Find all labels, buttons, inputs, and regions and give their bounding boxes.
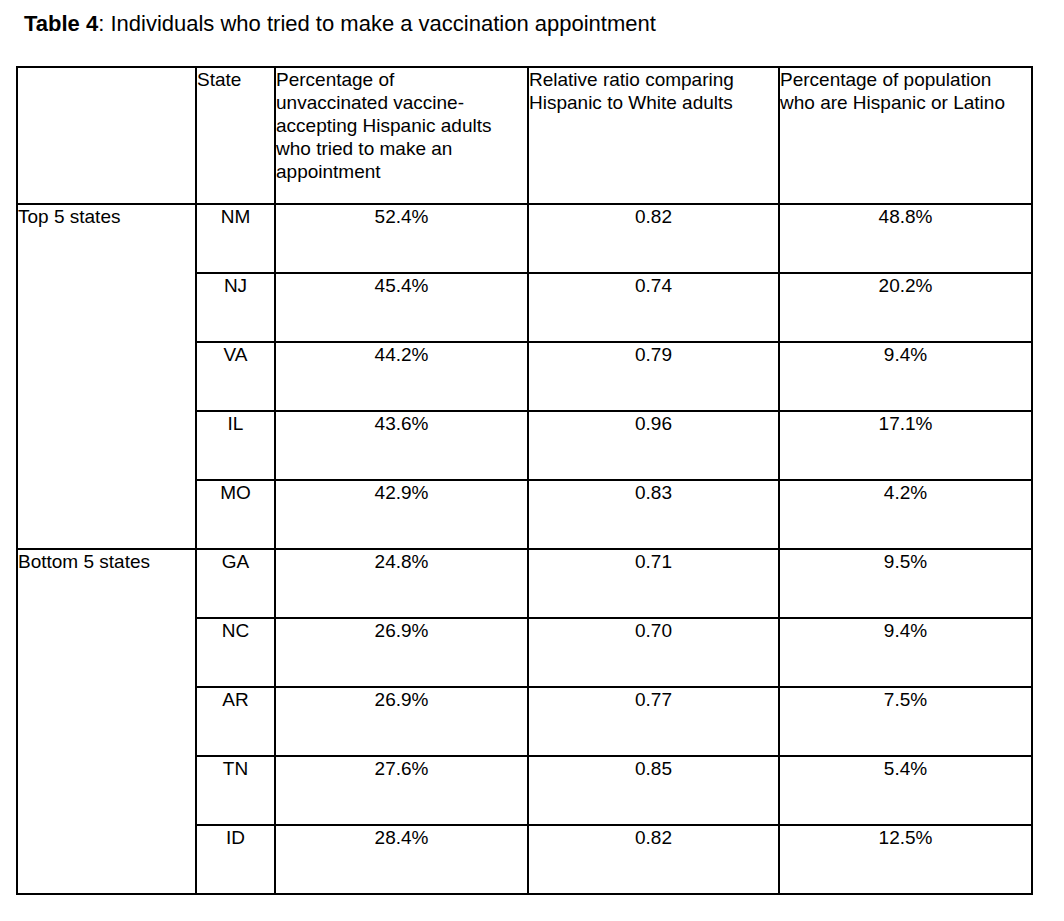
header-cell-pct-tried: Percentage of unvaccinated vaccine- acce… <box>275 67 528 204</box>
state-cell: NC <box>196 618 275 687</box>
group-cell-bottom5: Bottom 5 states <box>17 549 196 894</box>
pct-tried-cell: 44.2% <box>275 342 528 411</box>
pct-hispanic-cell: 17.1% <box>779 411 1032 480</box>
ratio-cell: 0.82 <box>528 825 779 894</box>
state-cell: GA <box>196 549 275 618</box>
pct-tried-cell: 27.6% <box>275 756 528 825</box>
pct-tried-cell: 43.6% <box>275 411 528 480</box>
pct-tried-cell: 24.8% <box>275 549 528 618</box>
ratio-cell: 0.74 <box>528 273 779 342</box>
ratio-cell: 0.85 <box>528 756 779 825</box>
pct-tried-cell: 42.9% <box>275 480 528 549</box>
state-cell: ID <box>196 825 275 894</box>
header-cell-pct-hispanic: Percentage of population who are Hispani… <box>779 67 1032 204</box>
state-cell: NJ <box>196 273 275 342</box>
pct-hispanic-cell: 12.5% <box>779 825 1032 894</box>
pct-tried-cell: 26.9% <box>275 687 528 756</box>
group-cell-top5: Top 5 states <box>17 204 196 549</box>
header-cell-state: State <box>196 67 275 204</box>
state-cell: VA <box>196 342 275 411</box>
pct-hispanic-cell: 9.5% <box>779 549 1032 618</box>
pct-hispanic-cell: 7.5% <box>779 687 1032 756</box>
state-cell: TN <box>196 756 275 825</box>
pct-hispanic-cell: 4.2% <box>779 480 1032 549</box>
table-title-text: : Individuals who tried to make a vaccin… <box>98 11 656 36</box>
ratio-cell: 0.79 <box>528 342 779 411</box>
table-number-label: Table 4 <box>24 11 98 36</box>
header-cell-ratio: Relative ratio comparing Hispanic to Whi… <box>528 67 779 204</box>
state-cell: AR <box>196 687 275 756</box>
ratio-cell: 0.70 <box>528 618 779 687</box>
pct-hispanic-cell: 48.8% <box>779 204 1032 273</box>
ratio-cell: 0.77 <box>528 687 779 756</box>
pct-hispanic-cell: 9.4% <box>779 618 1032 687</box>
header-cell-group <box>17 67 196 204</box>
vaccination-appointment-table: State Percentage of unvaccinated vaccine… <box>16 66 1033 895</box>
table-row: Top 5 states NM 52.4% 0.82 48.8% <box>17 204 1032 273</box>
ratio-cell: 0.82 <box>528 204 779 273</box>
pct-tried-cell: 26.9% <box>275 618 528 687</box>
pct-hispanic-cell: 20.2% <box>779 273 1032 342</box>
state-cell: NM <box>196 204 275 273</box>
pct-tried-cell: 52.4% <box>275 204 528 273</box>
pct-tried-cell: 45.4% <box>275 273 528 342</box>
ratio-cell: 0.71 <box>528 549 779 618</box>
document-page: Table 4: Individuals who tried to make a… <box>0 0 1064 921</box>
page-title: Table 4: Individuals who tried to make a… <box>24 10 656 38</box>
table-row: Bottom 5 states GA 24.8% 0.71 9.5% <box>17 549 1032 618</box>
pct-hispanic-cell: 9.4% <box>779 342 1032 411</box>
state-cell: MO <box>196 480 275 549</box>
table-header-row: State Percentage of unvaccinated vaccine… <box>17 67 1032 204</box>
state-cell: IL <box>196 411 275 480</box>
ratio-cell: 0.83 <box>528 480 779 549</box>
pct-tried-cell: 28.4% <box>275 825 528 894</box>
pct-hispanic-cell: 5.4% <box>779 756 1032 825</box>
ratio-cell: 0.96 <box>528 411 779 480</box>
